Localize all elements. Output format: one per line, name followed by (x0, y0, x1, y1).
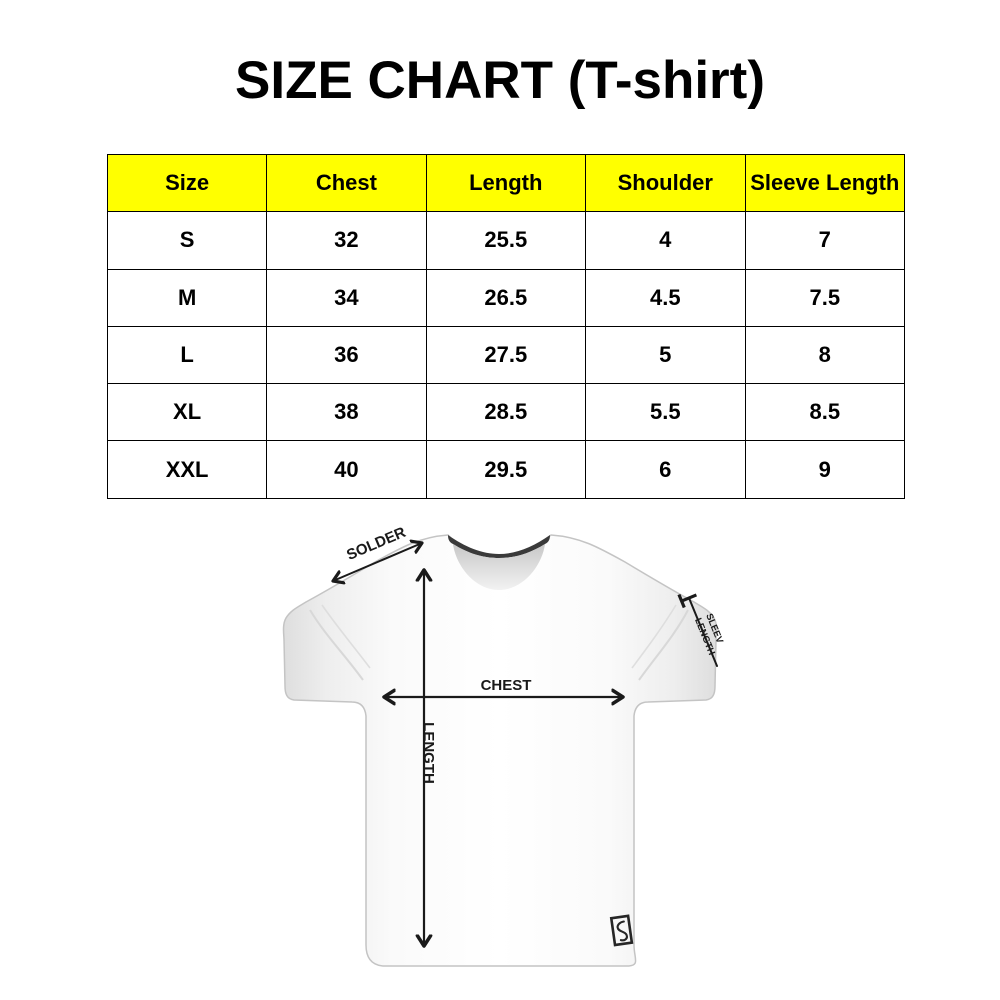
svg-text:CHEST: CHEST (481, 677, 532, 694)
svg-text:LENGTH: LENGTH (420, 722, 437, 784)
